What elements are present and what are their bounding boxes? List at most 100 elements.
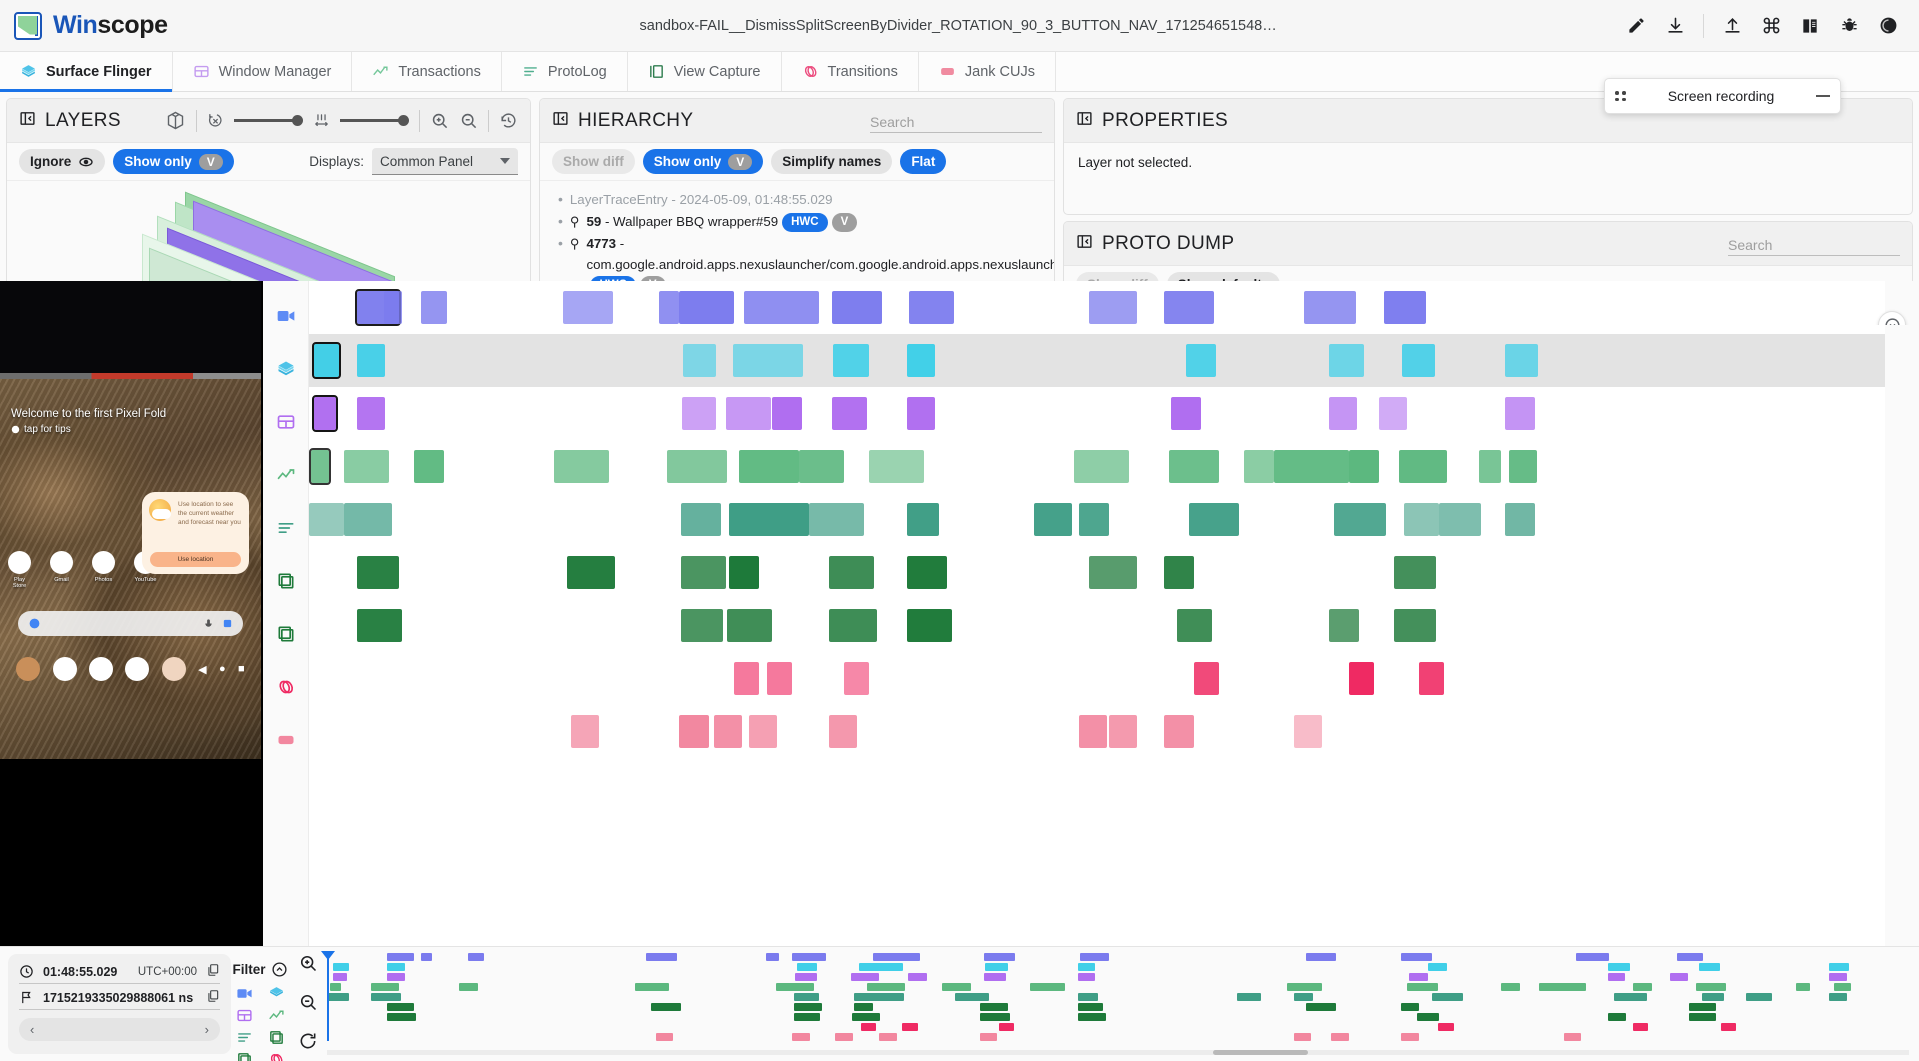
timeline-scrollbar[interactable] (327, 1050, 1909, 1055)
minimize-icon[interactable] (1816, 95, 1830, 97)
simplify-names-chip[interactable]: Simplify names (771, 149, 893, 174)
camera-icon[interactable] (125, 657, 150, 681)
trace-block[interactable] (907, 397, 935, 430)
view-capture-2-icon[interactable] (263, 607, 308, 660)
trace-block[interactable] (749, 715, 777, 748)
trace-block[interactable] (384, 291, 402, 324)
trace-block[interactable] (1509, 450, 1537, 483)
android-icon[interactable] (16, 657, 41, 681)
pin-icon[interactable]: ⚲ (569, 236, 580, 252)
timeline-zoom-in-icon[interactable] (298, 953, 318, 978)
drag-handle-icon[interactable] (1615, 91, 1626, 101)
chrome-icon[interactable] (88, 657, 113, 681)
view-capture-row[interactable] (309, 546, 1919, 599)
trace-block[interactable] (1186, 344, 1216, 377)
tab-view-capture[interactable]: View Capture (628, 52, 782, 91)
trace-block[interactable] (1164, 715, 1194, 748)
tab-surface-flinger[interactable]: Surface Flinger (0, 52, 173, 92)
trace-block[interactable] (1384, 291, 1426, 324)
trace-block[interactable] (1349, 662, 1374, 695)
rotation-slider[interactable] (234, 115, 303, 126)
collapse-panel-icon[interactable] (552, 110, 569, 132)
trace-block[interactable] (659, 291, 679, 324)
surface-flinger-icon[interactable] (263, 342, 308, 395)
filter-surface-flinger-icon[interactable] (265, 984, 287, 1002)
trace-block[interactable] (714, 715, 742, 748)
displays-select[interactable]: Common Panel (372, 148, 518, 175)
trace-block[interactable] (681, 609, 723, 642)
trace-block[interactable] (357, 344, 385, 377)
jank-cujs-row[interactable] (309, 705, 1919, 758)
app-gmail[interactable]: Gmail (50, 551, 73, 589)
trace-block[interactable] (869, 450, 924, 483)
trace-block[interactable] (832, 291, 882, 324)
trace-block[interactable] (809, 503, 864, 536)
hierarchy-search-input[interactable]: Search (870, 109, 1042, 133)
trace-block[interactable] (1349, 450, 1379, 483)
trace-block[interactable] (844, 662, 869, 695)
tree-node[interactable]: • ⚲ 59 - Wallpaper BBQ wrapper#59 HWC V (558, 211, 1054, 233)
messages-icon[interactable] (52, 657, 77, 681)
tab-transactions[interactable]: Transactions (352, 52, 502, 91)
filter-view-capture-2-icon[interactable] (233, 1050, 255, 1061)
tab-jank-cujs[interactable]: Jank CUJs (919, 52, 1056, 91)
trace-block[interactable] (1329, 609, 1359, 642)
show-only-chip[interactable]: Show only V (113, 149, 234, 174)
show-only-chip[interactable]: Show only V (642, 149, 764, 174)
trace-block[interactable] (682, 397, 716, 430)
filter-view-capture-icon[interactable] (265, 1028, 287, 1046)
trace-block[interactable] (357, 397, 385, 430)
back-nav-icon[interactable]: ◀ (198, 663, 207, 676)
spacing-slider[interactable] (340, 115, 409, 126)
trace-block[interactable] (421, 291, 447, 324)
app-play-store[interactable]: Play Store (8, 551, 31, 589)
trace-block[interactable] (909, 291, 954, 324)
trace-block[interactable] (1479, 450, 1501, 483)
tab-protolog[interactable]: ProtoLog (502, 52, 628, 91)
trace-block[interactable] (729, 556, 759, 589)
proto-dump-search-input[interactable]: Search (1728, 232, 1900, 256)
trace-block[interactable] (563, 291, 613, 324)
trace-block[interactable] (1505, 397, 1535, 430)
trace-block[interactable] (829, 715, 857, 748)
filter-header[interactable]: Filter (232, 961, 287, 978)
previous-entry-button[interactable]: ‹ (30, 1022, 35, 1037)
transitions-icon[interactable] (263, 660, 308, 713)
google-search-bar[interactable] (18, 611, 243, 636)
tree-node-root[interactable]: • LayerTraceEntry - 2024-05-09, 01:48:55… (558, 189, 1054, 211)
device-screen-preview[interactable]: Welcome to the first Pixel Fold tap for … (0, 281, 263, 946)
trace-block[interactable] (309, 503, 344, 536)
trace-block[interactable] (1171, 397, 1201, 430)
transactions-row[interactable] (309, 440, 1919, 493)
surface-flinger-row[interactable] (309, 334, 1919, 387)
trace-block[interactable] (1329, 397, 1357, 430)
trace-block[interactable] (312, 342, 341, 379)
recents-nav-icon[interactable]: ■ (238, 663, 245, 675)
trace-block[interactable] (1177, 609, 1212, 642)
trace-block[interactable] (1109, 715, 1137, 748)
upload-icon[interactable] (1715, 9, 1749, 43)
jank-cujs-icon[interactable] (263, 713, 308, 766)
trace-block[interactable] (1189, 503, 1239, 536)
screen-recording-row[interactable] (309, 281, 1919, 334)
protolog-row[interactable] (309, 493, 1919, 546)
trace-block[interactable] (344, 503, 392, 536)
cube-icon[interactable] (165, 110, 186, 131)
trace-block[interactable] (1379, 397, 1407, 430)
next-entry-button[interactable]: › (204, 1022, 209, 1037)
trace-block[interactable] (727, 609, 772, 642)
trace-block[interactable] (667, 450, 727, 483)
trace-block[interactable] (1294, 715, 1322, 748)
trace-block[interactable] (1274, 450, 1349, 483)
ignore-chip[interactable]: Ignore (19, 149, 106, 174)
trace-block[interactable] (767, 662, 792, 695)
zoom-in-icon[interactable] (430, 111, 449, 130)
trace-block[interactable] (357, 609, 402, 642)
view-capture-2-row[interactable] (309, 599, 1919, 652)
trace-block[interactable] (832, 397, 867, 430)
trace-block[interactable] (679, 715, 709, 748)
trace-block[interactable] (679, 291, 734, 324)
collapse-panel-icon[interactable] (19, 110, 36, 132)
dark-mode-icon[interactable] (1871, 9, 1905, 43)
timeline-playhead[interactable] (321, 951, 335, 1041)
